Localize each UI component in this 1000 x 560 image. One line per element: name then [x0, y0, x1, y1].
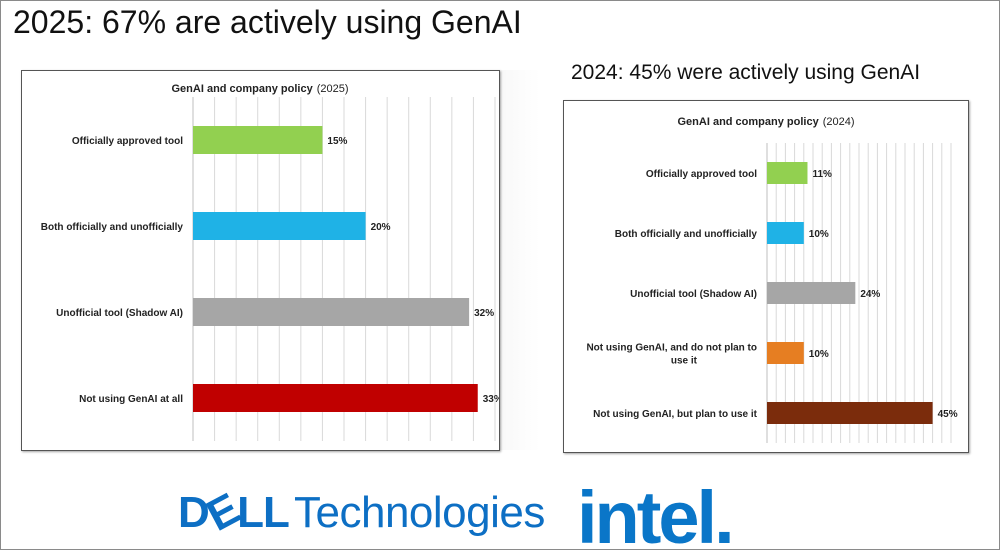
category-label: Both officially and unofficially — [615, 229, 758, 240]
category-label-line: Officially approved tool — [72, 136, 183, 147]
chart-title-main: GenAI and company policy — [678, 116, 820, 128]
bar-3 — [767, 282, 856, 304]
category-label-line: use it — [671, 356, 698, 367]
chart-2025: GenAI and company policy (2025) 15% Officia… — [21, 70, 500, 451]
category-label: Unofficial tool (Shadow AI) — [630, 289, 757, 300]
bar-2 — [193, 212, 366, 240]
intel-wordmark: intel. — [577, 476, 735, 559]
category-label-line: Officially approved tool — [646, 169, 757, 180]
value-label: 11% — [812, 169, 832, 180]
category-label-line: Unofficial tool (Shadow AI) — [56, 308, 183, 319]
value-label: 24% — [860, 289, 880, 300]
chart-title: GenAI and company policy (2025) — [172, 83, 349, 95]
category-label-line: Not using GenAI at all — [79, 394, 183, 405]
bar-1 — [193, 126, 323, 154]
category-label-line: Both officially and unofficially — [41, 222, 184, 233]
value-label: 10% — [809, 349, 829, 360]
chart-title-year: (2024) — [823, 116, 855, 128]
category-label: Not using GenAI, but plan to use it — [593, 409, 758, 420]
bar-4 — [193, 384, 478, 412]
value-label: 45% — [938, 409, 958, 420]
value-label: 15% — [327, 136, 347, 147]
chart-title: GenAI and company policy (2024) — [678, 116, 855, 128]
bar-2 — [767, 222, 804, 244]
chart-2024-svg: GenAI and company policy (2024) 11% Officia… — [586, 116, 958, 443]
category-label: Officially approved tool — [646, 169, 757, 180]
value-label: 20% — [371, 222, 391, 233]
intel-logo: intel. — [577, 475, 735, 560]
dell-wordmark: DELL — [178, 484, 290, 541]
bar-1 — [767, 162, 808, 184]
category-label-line: Not using GenAI, and do not plan to — [586, 343, 757, 354]
category-label: Officially approved tool — [72, 136, 183, 147]
chart-2025-svg: GenAI and company policy (2025) 15% Officia… — [41, 83, 499, 441]
bar-5 — [767, 402, 933, 424]
dell-wordmark-ll: LL — [237, 488, 290, 537]
category-label: Not using GenAI at all — [79, 394, 183, 405]
title-2024: 2024: 45% were actively using GenAI — [571, 61, 921, 84]
value-label: 10% — [809, 229, 829, 240]
category-label-line: Not using GenAI, but plan to use it — [593, 409, 758, 420]
category-label-line: Unofficial tool (Shadow AI) — [630, 289, 757, 300]
category-label: Unofficial tool (Shadow AI) — [56, 308, 183, 319]
technologies-wordmark: Technologies — [294, 488, 545, 537]
value-label: 33% — [483, 394, 499, 405]
value-label: 32% — [474, 308, 494, 319]
bar-3 — [193, 298, 470, 326]
chart-title-year: (2025) — [317, 83, 349, 95]
category-label: Not using GenAI, and do not plan to use i… — [586, 343, 757, 367]
category-label-line: Both officially and unofficially — [615, 229, 758, 240]
bar-4 — [767, 342, 804, 364]
chart-2024: GenAI and company policy (2024) 11% Officia… — [563, 100, 969, 453]
category-label: Both officially and unofficially — [41, 222, 184, 233]
chart-title-main: GenAI and company policy — [172, 83, 314, 95]
dell-wordmark-d: D — [178, 488, 210, 537]
title-2025: 2025: 67% are actively using GenAI — [13, 4, 522, 40]
